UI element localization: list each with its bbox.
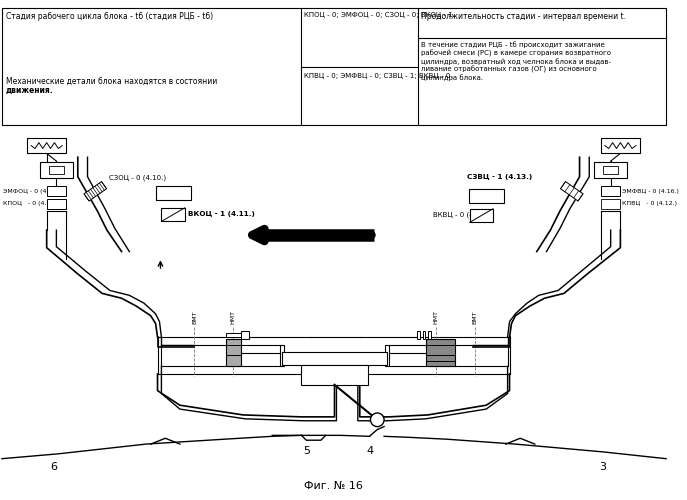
Bar bbox=[2, 8, 666, 125]
Text: ТВД (5): ТВД (5) bbox=[44, 164, 69, 170]
Text: КПВЦ   - 0 (4.12.): КПВЦ - 0 (4.12.) bbox=[622, 201, 677, 206]
Text: Продолжительность стадии - интервал времени t.: Продолжительность стадии - интервал врем… bbox=[421, 12, 626, 22]
Bar bbox=[428, 332, 431, 339]
Text: СЗВЦ - 1 (4.13.): СЗВЦ - 1 (4.13.) bbox=[466, 174, 532, 180]
Text: ВКВЦ - 0 (4.14.): ВКВЦ - 0 (4.14.) bbox=[433, 212, 489, 218]
Bar bbox=[225, 339, 241, 366]
Bar bbox=[603, 166, 618, 174]
Bar bbox=[225, 333, 245, 337]
Text: ВМТ: ВМТ bbox=[192, 310, 197, 324]
Text: КПОЦ - 0; ЭМФОЦ - 0; СЗОЦ - 0; ВКОЦ - 1.: КПОЦ - 0; ЭМФОЦ - 0; СЗОЦ - 0; ВКОЦ - 1. bbox=[304, 12, 455, 18]
Bar bbox=[40, 162, 73, 178]
Bar bbox=[47, 199, 66, 209]
Bar bbox=[601, 199, 620, 209]
Text: ТНД (6): ТНД (6) bbox=[160, 187, 186, 194]
Text: 5: 5 bbox=[303, 446, 310, 456]
Bar bbox=[417, 332, 420, 339]
Bar bbox=[280, 345, 284, 366]
Bar bbox=[601, 186, 620, 196]
Text: Стадия рабочего цикла блока - tб (стадия РЦБ - tб): Стадия рабочего цикла блока - tб (стадия… bbox=[5, 12, 213, 22]
Text: ЭМФОЦ - 0 (4.15.): ЭМФОЦ - 0 (4.15.) bbox=[3, 190, 60, 194]
Text: 4: 4 bbox=[366, 446, 373, 456]
Bar bbox=[470, 209, 493, 222]
Text: ЭМФВЦ - 0 (4.16.): ЭМФВЦ - 0 (4.16.) bbox=[622, 190, 679, 194]
Text: ТНД (6): ТНД (6) bbox=[473, 190, 499, 196]
Bar bbox=[241, 332, 249, 339]
Text: Механические детали блока находятся в состоянии: Механические детали блока находятся в со… bbox=[5, 76, 217, 86]
Text: НМТ: НМТ bbox=[231, 310, 236, 324]
Text: ВКОЦ - 1 (4.11.): ВКОЦ - 1 (4.11.) bbox=[188, 210, 255, 217]
Bar bbox=[423, 332, 425, 339]
Bar bbox=[27, 138, 66, 154]
Bar bbox=[47, 186, 66, 196]
Text: Фиг. № 16: Фиг. № 16 bbox=[304, 481, 363, 491]
Bar bbox=[385, 345, 389, 366]
Bar bbox=[49, 166, 64, 174]
Bar bbox=[161, 208, 185, 222]
Text: движения.: движения. bbox=[5, 86, 54, 96]
Text: В течение стадии РЦБ - tб происходит зажигание
рабочей смеси (РС) в камере сгора: В течение стадии РЦБ - tб происходит заж… bbox=[421, 42, 611, 82]
Text: СЗОЦ - 0 (4.10.): СЗОЦ - 0 (4.10.) bbox=[109, 174, 166, 181]
Bar bbox=[282, 352, 387, 366]
Bar bbox=[594, 162, 627, 178]
Bar bbox=[601, 138, 640, 154]
Text: КПВЦ - 0; ЭМФВЦ - 0; СЗВЦ - 1; ВКВЦ - 0.: КПВЦ - 0; ЭМФВЦ - 0; СЗВЦ - 1; ВКВЦ - 0. bbox=[304, 72, 453, 79]
Bar bbox=[469, 190, 504, 203]
Circle shape bbox=[370, 413, 384, 426]
Text: ТП (7.1.): ТП (7.1.) bbox=[29, 142, 58, 148]
Text: КПОЦ   - 0 (4.9.): КПОЦ - 0 (4.9.) bbox=[3, 201, 55, 206]
Text: ВМТ: ВМТ bbox=[472, 310, 477, 324]
Bar bbox=[426, 339, 455, 366]
Text: 6: 6 bbox=[50, 462, 57, 471]
Text: 3: 3 bbox=[599, 462, 607, 471]
Text: НМТ: НМТ bbox=[433, 310, 438, 324]
Bar bbox=[155, 186, 190, 200]
Polygon shape bbox=[561, 182, 583, 201]
Bar bbox=[302, 366, 368, 385]
Text: ТВД (5): ТВД (5) bbox=[598, 164, 623, 170]
Text: ТП (7.1.): ТП (7.1.) bbox=[603, 142, 632, 148]
Polygon shape bbox=[84, 182, 106, 201]
